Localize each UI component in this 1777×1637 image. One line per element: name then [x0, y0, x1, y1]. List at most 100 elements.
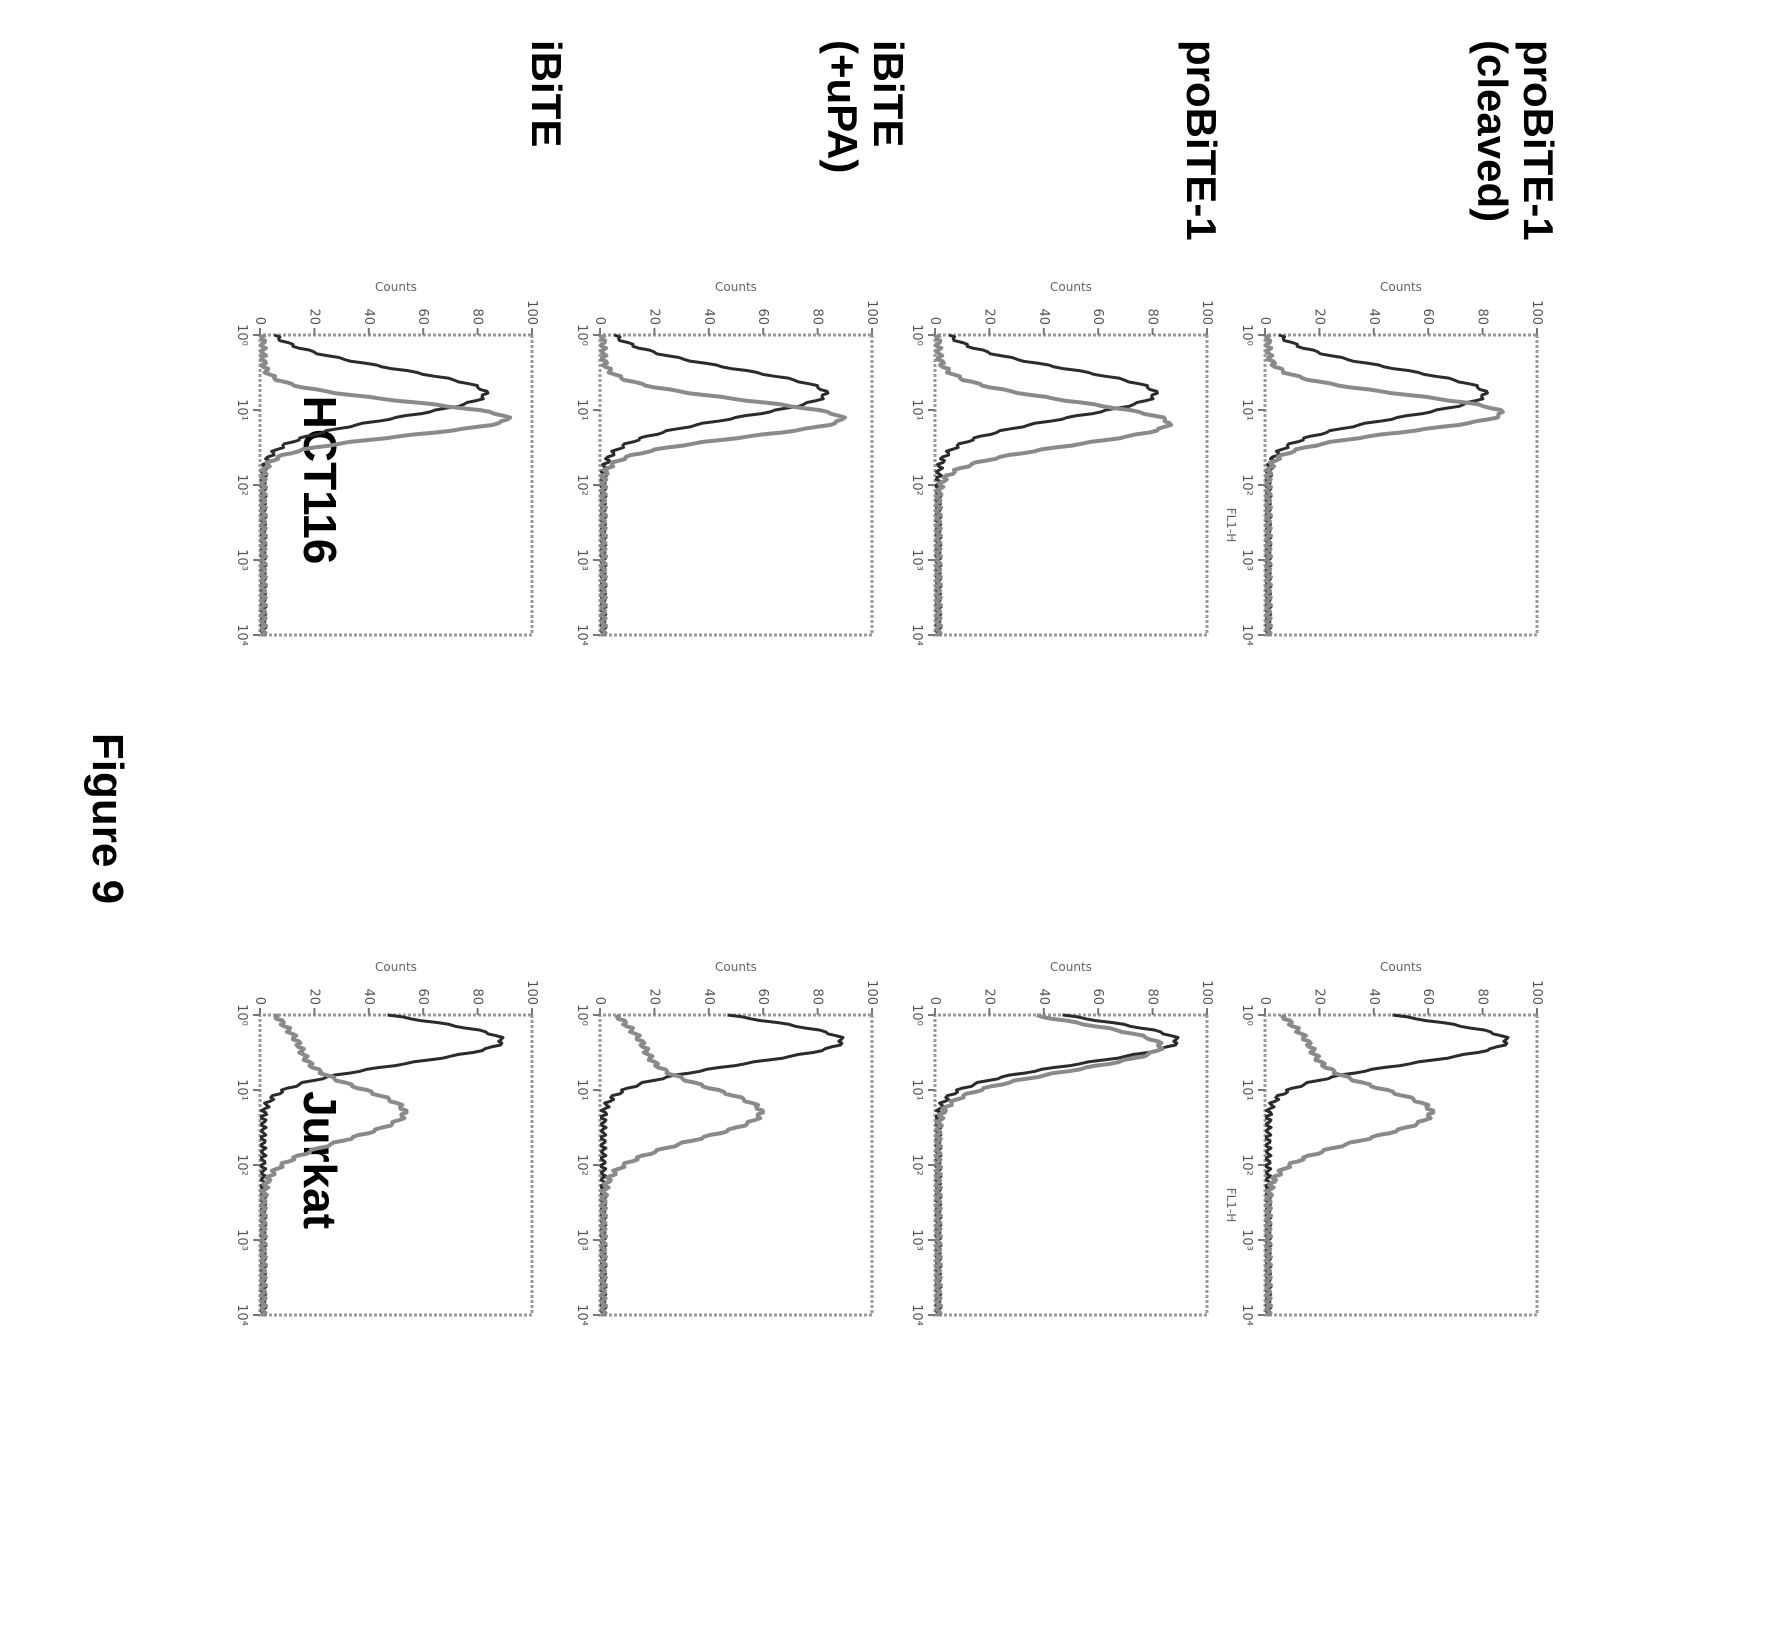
x-tick-label: 10³ — [574, 1229, 589, 1251]
y-tick-label: 100 — [524, 300, 539, 325]
x-tick-label: 10¹ — [909, 1079, 924, 1101]
histogram-panel: 10⁰ 10¹ 10² 10³ 10⁴ 0 20 40 60 80 100 Counts — [909, 280, 1214, 646]
histogram-series-line — [1264, 333, 1489, 637]
histogram-series-line — [599, 333, 830, 637]
y-tick-label: 60 — [1420, 308, 1435, 325]
y-tick-label: 80 — [810, 308, 825, 325]
x-tick-label: 10¹ — [234, 1079, 249, 1101]
x-axis-label: FL1-H — [1224, 1188, 1238, 1223]
y-tick-label: 0 — [927, 317, 942, 325]
x-tick-label: 10¹ — [1239, 399, 1254, 421]
y-tick-label: 100 — [864, 300, 879, 325]
y-axis-label: Counts — [1050, 960, 1092, 974]
x-tick-label: 10⁴ — [234, 1304, 249, 1326]
x-tick-label: 10⁰ — [1239, 324, 1254, 346]
plot-frame — [258, 333, 534, 637]
plot-frame — [598, 1013, 874, 1317]
histogram-series-line — [1264, 1013, 1436, 1317]
x-tick-label: 10⁰ — [574, 324, 589, 346]
y-axis-label: Counts — [1380, 960, 1422, 974]
y-tick-label: 80 — [810, 988, 825, 1005]
histogram-series-line — [599, 1013, 765, 1317]
y-tick-label: 40 — [361, 988, 376, 1005]
x-tick-label: 10³ — [1239, 549, 1254, 571]
histogram-series-line — [1264, 1013, 1510, 1317]
y-tick-label: 80 — [470, 988, 485, 1005]
y-tick-label: 80 — [1475, 308, 1490, 325]
y-tick-label: 60 — [755, 988, 770, 1005]
histogram-panel: 10⁰ 10¹ 10² 10³ 10⁴ 0 20 40 60 80 100 Counts — [234, 280, 539, 646]
x-tick-label: 10⁴ — [909, 1304, 924, 1326]
y-axis-label: Counts — [375, 960, 417, 974]
histogram-series-line — [599, 1013, 845, 1317]
y-tick-label: 0 — [252, 317, 267, 325]
y-tick-label: 0 — [1257, 317, 1272, 325]
y-tick-label: 40 — [361, 308, 376, 325]
x-tick-label: 10⁰ — [909, 1004, 924, 1026]
histogram-panel: 10⁰ 10¹ 10² 10³ 10⁴ 0 20 40 60 80 100 Counts FL1-H — [1224, 960, 1544, 1326]
y-tick-label: 100 — [1529, 300, 1544, 325]
x-tick-label: 10³ — [909, 549, 924, 571]
x-tick-label: 10⁴ — [1239, 1304, 1254, 1326]
histogram-series-line — [934, 1013, 1180, 1317]
y-axis-label: Counts — [715, 280, 757, 294]
y-tick-label: 100 — [1199, 980, 1214, 1005]
y-tick-label: 20 — [646, 988, 661, 1005]
histogram-panel: 10⁰ 10¹ 10² 10³ 10⁴ 0 20 40 60 80 100 Counts — [574, 960, 879, 1326]
histogram-series-line — [259, 1013, 505, 1317]
y-tick-label: 0 — [927, 997, 942, 1005]
y-tick-label: 40 — [701, 308, 716, 325]
y-tick-label: 20 — [306, 988, 321, 1005]
x-tick-label: 10² — [574, 1154, 589, 1176]
x-tick-label: 10⁰ — [234, 1004, 249, 1026]
x-tick-label: 10¹ — [234, 399, 249, 421]
plot-frame — [1263, 1013, 1539, 1317]
y-tick-label: 60 — [1090, 988, 1105, 1005]
x-tick-label: 10² — [909, 1154, 924, 1176]
y-tick-label: 20 — [1311, 988, 1326, 1005]
y-tick-label: 0 — [592, 997, 607, 1005]
x-axis-label: FL1-H — [1224, 508, 1238, 543]
histogram-series-line — [599, 333, 847, 637]
x-tick-label: 10⁴ — [909, 624, 924, 646]
x-tick-label: 10³ — [1239, 1229, 1254, 1251]
x-tick-label: 10⁰ — [234, 324, 249, 346]
y-axis-label: Counts — [375, 280, 417, 294]
x-tick-label: 10⁰ — [1239, 1004, 1254, 1026]
x-tick-label: 10³ — [574, 549, 589, 571]
y-axis-label: Counts — [715, 960, 757, 974]
histogram-series-line — [259, 333, 490, 637]
x-tick-label: 10⁴ — [1239, 624, 1254, 646]
y-tick-label: 20 — [1311, 308, 1326, 325]
y-tick-label: 0 — [592, 317, 607, 325]
x-tick-label: 10¹ — [574, 399, 589, 421]
x-tick-label: 10⁰ — [574, 1004, 589, 1026]
y-tick-label: 60 — [1420, 988, 1435, 1005]
y-axis-label: Counts — [1050, 280, 1092, 294]
histogram-series-line — [934, 333, 1174, 637]
y-tick-label: 100 — [1529, 980, 1544, 1005]
y-tick-label: 80 — [1475, 988, 1490, 1005]
y-tick-label: 100 — [864, 980, 879, 1005]
y-tick-label: 80 — [470, 308, 485, 325]
plot-frame — [258, 1013, 534, 1317]
y-tick-label: 20 — [646, 308, 661, 325]
y-tick-label: 80 — [1145, 988, 1160, 1005]
x-tick-label: 10² — [234, 474, 249, 496]
histogram-panel: 10⁰ 10¹ 10² 10³ 10⁴ 0 20 40 60 80 100 Counts FL1-H — [1224, 280, 1544, 646]
x-tick-label: 10³ — [909, 1229, 924, 1251]
x-tick-label: 10¹ — [574, 1079, 589, 1101]
x-tick-label: 10² — [909, 474, 924, 496]
plot-frame — [933, 1013, 1209, 1317]
x-tick-label: 10² — [574, 474, 589, 496]
x-tick-label: 10⁴ — [574, 624, 589, 646]
y-tick-label: 0 — [252, 997, 267, 1005]
histogram-series-line — [259, 333, 513, 637]
y-tick-label: 40 — [1366, 988, 1381, 1005]
y-tick-label: 20 — [306, 308, 321, 325]
y-tick-label: 100 — [524, 980, 539, 1005]
x-tick-label: 10² — [1239, 1154, 1254, 1176]
